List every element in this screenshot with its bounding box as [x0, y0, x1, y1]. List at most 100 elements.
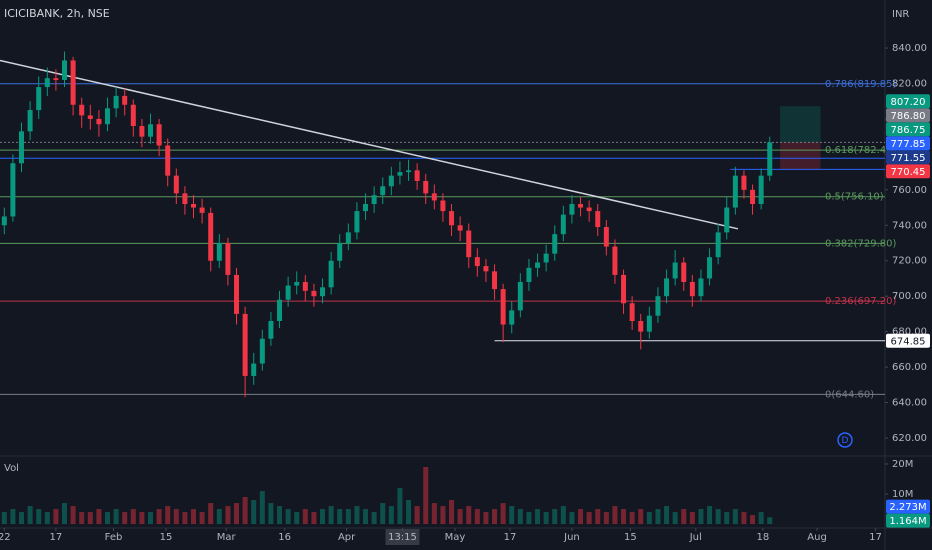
y-tick-label: 740.00	[892, 220, 927, 231]
volume-bar	[414, 506, 420, 525]
volume-bar	[431, 503, 437, 525]
volume-bar	[105, 512, 111, 525]
volume-bar	[199, 512, 205, 525]
volume-bar	[612, 506, 618, 525]
volume-bar	[113, 509, 119, 525]
price-tag: 777.85	[891, 139, 926, 150]
candle-body	[320, 287, 326, 297]
volume-bar	[483, 512, 489, 525]
volume-bar	[36, 509, 42, 525]
price-tag-box	[886, 333, 930, 348]
volume-bar	[234, 503, 240, 525]
candle-body	[431, 193, 437, 201]
x-tick-label: May	[445, 532, 466, 543]
candle-body	[758, 175, 764, 205]
volume-bar	[509, 506, 515, 525]
volume-bar	[277, 506, 283, 525]
volume-bar	[96, 509, 102, 525]
volume-bar	[672, 512, 678, 525]
volume-bar	[492, 509, 498, 525]
candle-body	[388, 175, 394, 187]
volume-bar	[225, 506, 231, 525]
candle-body	[79, 104, 85, 116]
y-tick-label: 620.00	[892, 433, 927, 444]
candle-body	[130, 104, 136, 127]
x-tick-highlight	[385, 529, 420, 545]
candle-body	[560, 214, 566, 235]
y-tick-label: 700.00	[892, 291, 927, 302]
stop-zone	[780, 142, 821, 170]
x-tick-label: 15	[624, 532, 637, 543]
x-tick-label: Mar	[217, 532, 237, 543]
price-tag: 807.20	[891, 97, 926, 108]
x-tick-label: 18	[757, 532, 770, 543]
volume-bar	[750, 515, 756, 525]
volume-tick-label: 10M	[892, 489, 913, 500]
volume-bar	[173, 509, 179, 525]
candle-body	[148, 124, 154, 137]
y-tick-label: 820.00	[892, 78, 927, 89]
candle-body	[191, 204, 197, 208]
x-tick-label: 15	[160, 532, 173, 543]
volume-bar	[629, 512, 635, 525]
volume-bar	[638, 509, 644, 525]
candle-body	[586, 207, 592, 212]
volume-bar	[328, 506, 334, 525]
badge-circle[interactable]	[837, 432, 853, 448]
candle-body	[251, 363, 257, 376]
price-tag: 786.75	[891, 125, 926, 136]
volume-bar	[62, 503, 68, 525]
candle-body	[19, 131, 25, 164]
candle-body	[216, 243, 222, 261]
volume-bar	[302, 509, 308, 525]
candle-body	[294, 282, 300, 286]
candle-body	[165, 145, 171, 176]
candle-body	[27, 110, 33, 132]
volume-bar	[621, 509, 627, 525]
x-tick-label: Feb	[105, 532, 123, 543]
target-zone	[780, 106, 821, 143]
candle-body	[406, 170, 412, 173]
candle-body	[139, 126, 145, 137]
candle-body	[681, 262, 687, 283]
candle-body	[259, 338, 265, 364]
volume-bar	[388, 506, 394, 525]
x-tick-label: 17	[504, 532, 517, 543]
x-tick-label: Apr	[338, 532, 356, 543]
candle-body	[457, 225, 463, 231]
volume-bar	[543, 512, 549, 525]
badge[interactable]: D	[842, 436, 849, 446]
candle-body	[199, 207, 205, 213]
fib-label: 0(644.60)	[825, 389, 874, 400]
volume-bar	[466, 506, 472, 525]
price-tag-box	[886, 150, 930, 165]
candle-body	[466, 230, 472, 258]
candle-body	[354, 211, 360, 233]
volume-bar	[689, 512, 695, 525]
volume-bar	[681, 509, 687, 525]
candle-body	[638, 320, 644, 332]
x-tick-label: Aug	[807, 532, 827, 543]
candle-body	[242, 313, 248, 376]
candle-body	[1, 216, 7, 226]
volume-bar	[320, 509, 326, 525]
volume-bar	[707, 506, 713, 525]
volume-bar	[578, 509, 584, 525]
y-tick-label: 720.00	[892, 256, 927, 267]
volume-tag: 1.164M	[889, 516, 926, 527]
volume-bar	[268, 503, 274, 525]
candle-body	[44, 78, 50, 88]
fib-label: 0.382(729.80)	[825, 238, 897, 249]
candle-body	[363, 204, 369, 212]
currency: INR	[892, 9, 909, 20]
volume-bar	[732, 509, 738, 525]
price-tag-box	[886, 108, 930, 123]
price-tag: 771.55	[891, 153, 926, 164]
volume-bar	[191, 509, 197, 525]
candle-body	[96, 118, 102, 125]
y-tick-label: 760.00	[892, 185, 927, 196]
volume-bar	[216, 509, 222, 525]
price-tag-box	[886, 122, 930, 137]
volume-bar	[70, 506, 76, 525]
volume-bar	[242, 497, 248, 525]
